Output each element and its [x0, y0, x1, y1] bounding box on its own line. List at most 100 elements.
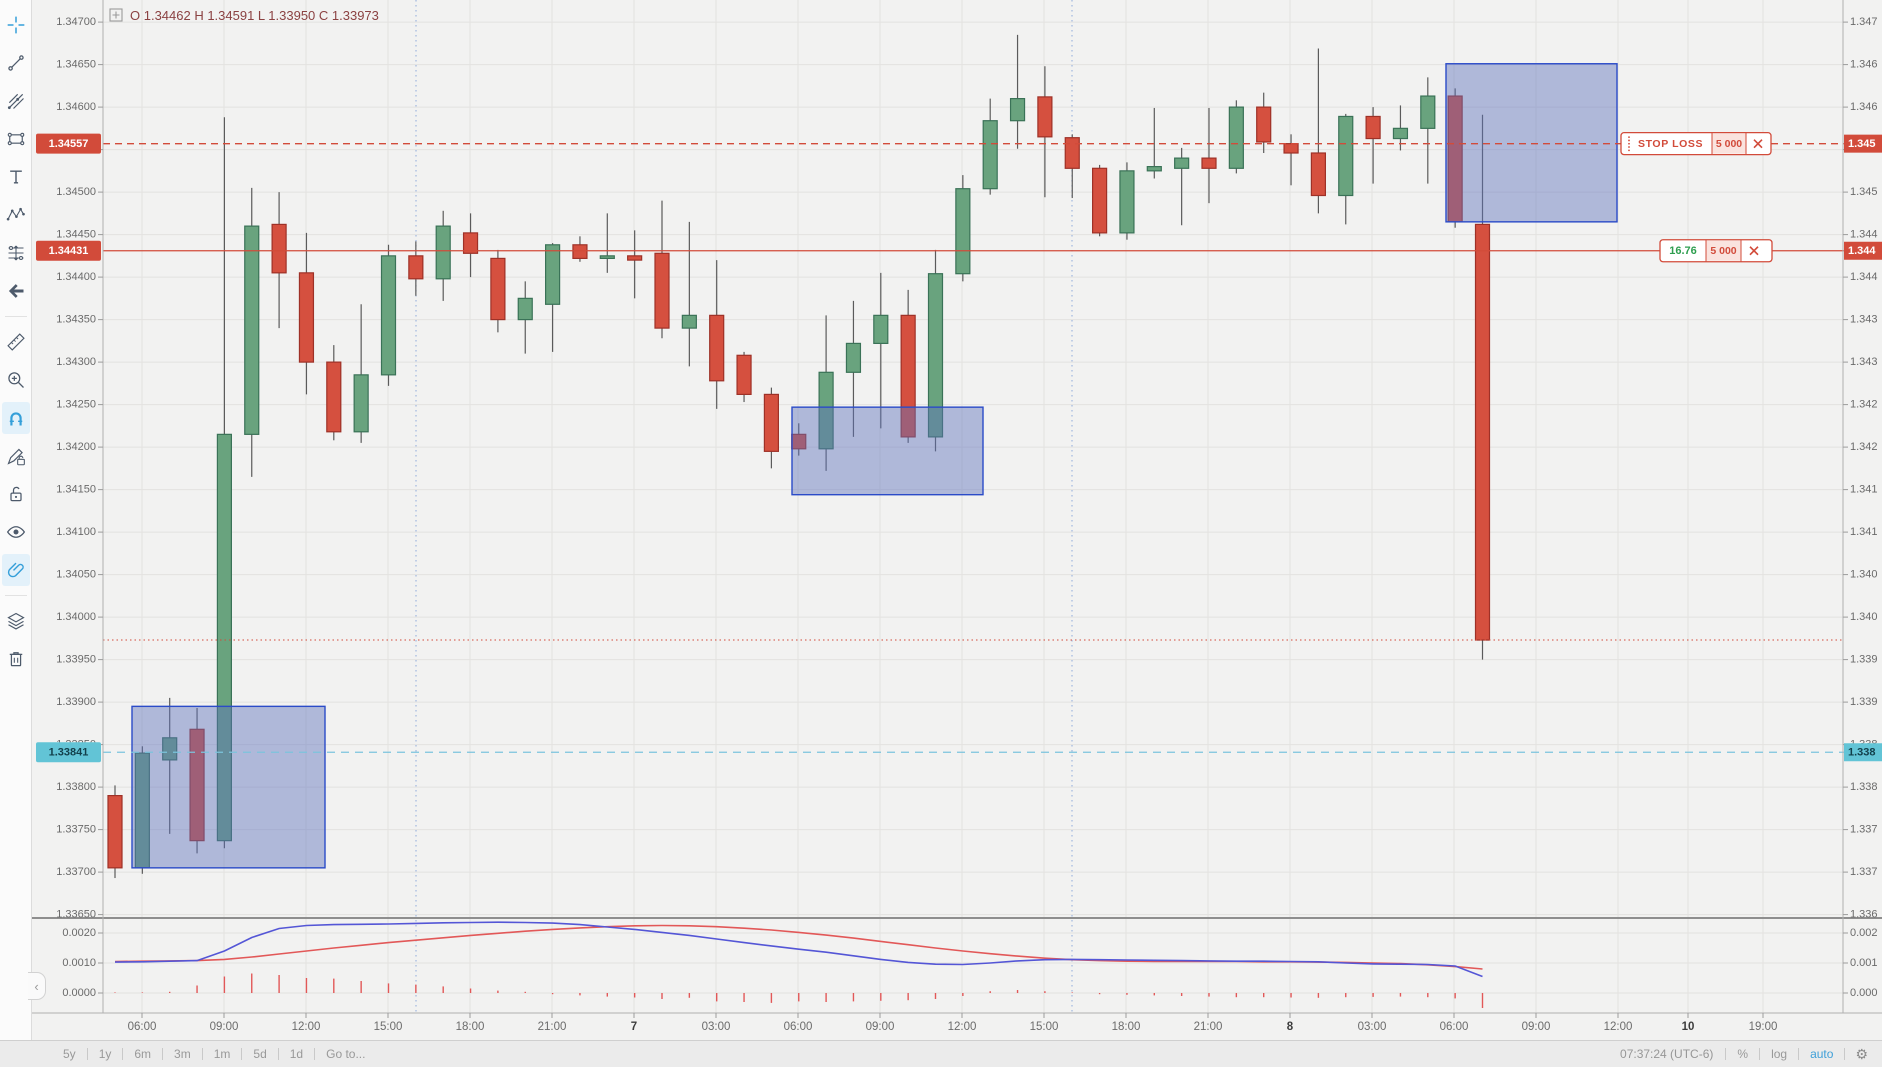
candle[interactable] [1338, 113, 1354, 225]
autoscale-button[interactable]: auto [1810, 1047, 1834, 1061]
candle[interactable] [1201, 107, 1217, 204]
zoom-in-tool-icon[interactable] [2, 364, 30, 396]
candle[interactable] [1474, 114, 1491, 660]
trash-tool-icon[interactable] [2, 643, 30, 675]
legend-expand-icon[interactable] [109, 8, 123, 22]
price-tick-label: 1.344 [1850, 229, 1878, 241]
time-tick-label: 10 [1682, 1021, 1695, 1033]
candle[interactable] [982, 98, 998, 195]
candle[interactable] [544, 243, 561, 352]
time-axis[interactable]: 06:00 09:00 12:00 15:00 18:00 21:00 7 03:00 06:0… [128, 1013, 1778, 1033]
candle[interactable] [572, 236, 588, 262]
price-chart[interactable]: 1.34700 1.347 1.34650 1.346 1.34600 1.346 1.34… [32, 0, 1882, 1040]
candle[interactable] [1392, 105, 1409, 151]
range-button-6m[interactable]: 6m [134, 1047, 152, 1061]
forecast-tool-icon[interactable] [2, 237, 30, 269]
drag-grip-icon[interactable] [1628, 149, 1630, 152]
range-button-5d[interactable]: 5d [253, 1047, 267, 1061]
position-volume[interactable]: 5 000 [1710, 245, 1736, 257]
candle[interactable] [599, 213, 615, 273]
candle[interactable] [927, 249, 944, 452]
position-label[interactable]: 16.76 5 000 [1659, 239, 1773, 263]
pattern-tool-icon[interactable] [2, 199, 30, 231]
candle[interactable] [1119, 162, 1135, 240]
candle[interactable] [462, 213, 479, 278]
pencil-lock-icon[interactable] [2, 440, 30, 472]
candle[interactable] [517, 281, 533, 354]
candle[interactable] [1420, 77, 1436, 184]
link-tool-icon[interactable] [1, 554, 30, 586]
candle[interactable] [1256, 92, 1272, 153]
candle-body [244, 225, 260, 435]
candle[interactable] [271, 192, 287, 329]
goto-button[interactable]: Go to... [326, 1047, 366, 1061]
candle[interactable] [162, 697, 178, 834]
back-arrow-icon[interactable] [2, 275, 30, 307]
candle[interactable] [490, 249, 506, 333]
candle[interactable] [1064, 134, 1080, 199]
selection-box[interactable] [791, 406, 984, 496]
candle[interactable] [244, 187, 260, 477]
drag-grip-icon[interactable] [1628, 139, 1630, 142]
candle[interactable] [1091, 164, 1108, 237]
candle[interactable] [654, 200, 670, 339]
divider [277, 1048, 279, 1060]
drag-grip-icon[interactable] [1628, 146, 1630, 148]
layers-tool-icon[interactable] [2, 605, 30, 637]
candle[interactable] [681, 221, 697, 367]
candle[interactable] [1009, 34, 1026, 149]
candle[interactable] [1228, 100, 1244, 174]
candle[interactable] [1365, 107, 1381, 184]
lock-tool-icon[interactable] [2, 478, 30, 510]
candle[interactable] [763, 387, 780, 469]
candle[interactable] [107, 785, 123, 879]
percent-scale-button[interactable]: % [1737, 1047, 1749, 1061]
candle[interactable] [298, 232, 315, 395]
candle[interactable] [1174, 147, 1190, 226]
range-button-5y[interactable]: 5y [63, 1047, 76, 1061]
trend-line-tool-icon[interactable] [2, 47, 30, 79]
candle[interactable] [435, 210, 451, 301]
chart-area[interactable]: 1.34700 1.347 1.34650 1.346 1.34600 1.346 1.34… [32, 0, 1882, 1040]
candle[interactable] [818, 315, 834, 471]
close-icon[interactable] [1753, 139, 1763, 149]
range-button-1m[interactable]: 1m [213, 1047, 231, 1061]
magnet-tool-icon[interactable] [1, 402, 30, 434]
selection-box[interactable] [131, 705, 326, 869]
range-buttons: 5y 1y 6m 3m 1m 5d 1d Go to... [0, 1047, 376, 1061]
eye-tool-icon[interactable] [2, 516, 30, 548]
candle-body [873, 314, 889, 345]
candle[interactable] [1146, 107, 1162, 179]
candle[interactable] [955, 175, 971, 282]
selection-box[interactable] [1445, 63, 1618, 223]
candle[interactable] [189, 708, 205, 854]
candle[interactable] [1037, 66, 1053, 198]
candle[interactable] [736, 351, 752, 403]
pitchfork-tool-icon[interactable] [2, 85, 30, 117]
legend-expand-icon[interactable] [112, 11, 120, 19]
candle[interactable] [709, 260, 725, 409]
stop-loss-volume[interactable]: 5 000 [1716, 138, 1742, 150]
log-scale-button[interactable]: log [1771, 1047, 1788, 1061]
text-tool-icon[interactable] [2, 161, 30, 193]
candle[interactable] [380, 244, 397, 386]
candle[interactable] [326, 345, 342, 441]
candle[interactable] [627, 230, 643, 299]
settings-gear-icon[interactable]: ⚙ [1855, 1045, 1868, 1062]
drag-grip-icon[interactable] [1628, 142, 1630, 145]
rectangle-tool-icon[interactable] [2, 123, 30, 155]
range-button-1y[interactable]: 1y [98, 1047, 112, 1061]
candle[interactable] [873, 272, 889, 429]
range-button-3m[interactable]: 3m [174, 1047, 191, 1061]
candle[interactable] [353, 304, 369, 443]
range-button-1d[interactable]: 1d [289, 1047, 304, 1061]
ruler-tool-icon[interactable] [2, 326, 30, 358]
candle[interactable] [216, 117, 232, 849]
panel-collapse-handle[interactable]: ‹ [28, 972, 46, 1000]
crosshair-tool-icon[interactable] [2, 9, 30, 41]
close-icon[interactable] [1749, 246, 1759, 256]
candle[interactable] [845, 300, 862, 437]
candle[interactable] [1310, 48, 1327, 214]
stop-loss-label[interactable]: STOP LOSS 5 000 [1620, 131, 1772, 156]
drag-grip-icon[interactable] [1628, 136, 1630, 139]
